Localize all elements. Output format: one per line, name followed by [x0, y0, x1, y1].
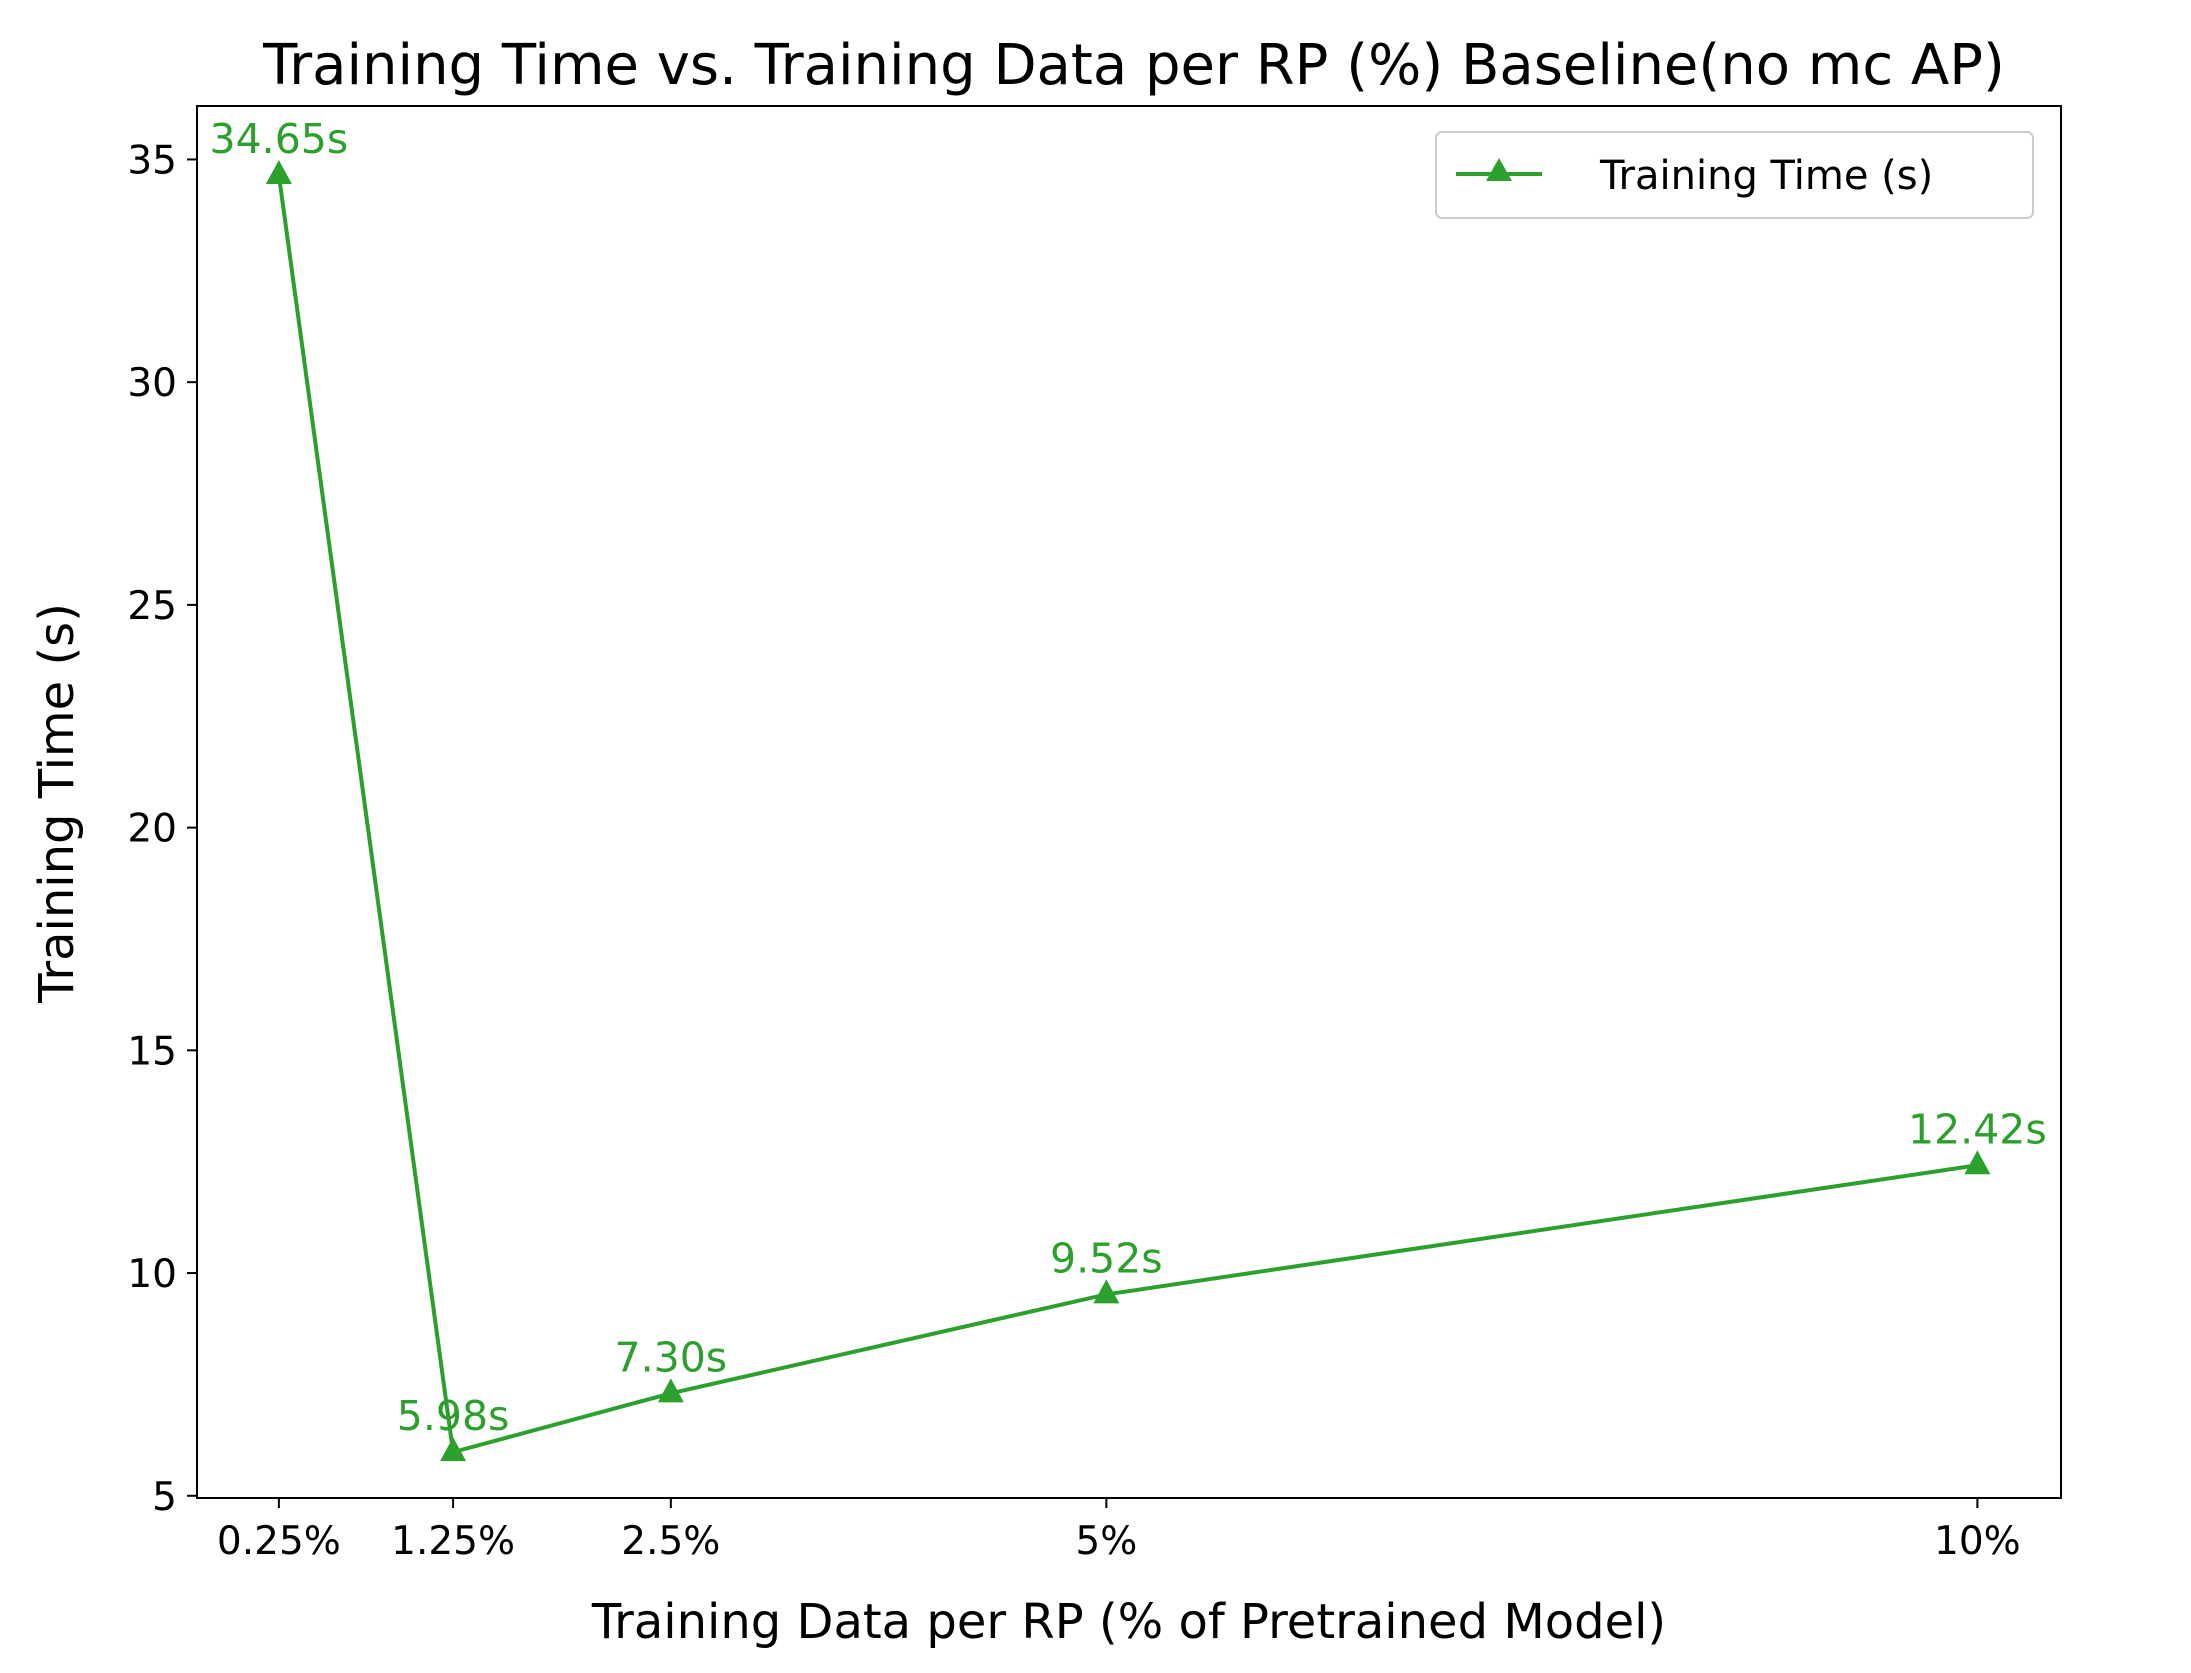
plot-area-frame [196, 105, 2062, 1499]
data-point-marker [265, 160, 292, 185]
data-point-marker [1964, 1150, 1991, 1175]
y-axis-ticks: 5 10 15 20 25 30 35 [127, 138, 197, 1520]
chart-title: Training Time vs. Training Data per RP (… [262, 33, 2005, 98]
legend-marker-icon [1486, 158, 1512, 181]
data-point-marker [440, 1437, 467, 1462]
y-tick-label: 15 [127, 1029, 177, 1074]
legend-entry-label: Training Time (s) [1599, 153, 1933, 199]
data-point-marker [1093, 1279, 1120, 1304]
data-label: 5.98s [397, 1392, 510, 1440]
data-point-marker [657, 1378, 684, 1403]
data-label: 12.42s [1908, 1105, 2047, 1153]
x-axis-ticks: 0.25% 1.25% 2.5% 5% 10% [217, 1498, 2021, 1564]
y-tick-label: 30 [127, 361, 177, 406]
legend: Training Time (s) [1435, 131, 2034, 219]
y-tick-label: 25 [127, 584, 177, 629]
x-tick-label: 2.5% [621, 1519, 720, 1564]
legend-box [1435, 131, 2034, 219]
x-tick-label: 10% [1934, 1519, 2021, 1564]
y-tick-label: 10 [127, 1252, 177, 1297]
x-tick-label: 0.25% [217, 1519, 341, 1564]
series-layer: 34.65s 5.98s 7.30s 9.52s 12.42s [210, 115, 2047, 1462]
data-label: 9.52s [1050, 1234, 1163, 1282]
x-tick-label: 5% [1075, 1519, 1137, 1564]
y-axis-label: Training Time (s) [29, 603, 85, 1004]
data-label: 34.65s [210, 115, 349, 163]
x-tick-label: 1.25% [391, 1519, 515, 1564]
y-tick-label: 35 [127, 138, 177, 183]
x-axis-label: Training Data per RP (% of Pretrained Mo… [591, 1594, 1666, 1650]
data-label: 7.30s [615, 1333, 728, 1381]
y-tick-label: 20 [127, 807, 177, 852]
y-tick-label: 5 [152, 1475, 177, 1520]
